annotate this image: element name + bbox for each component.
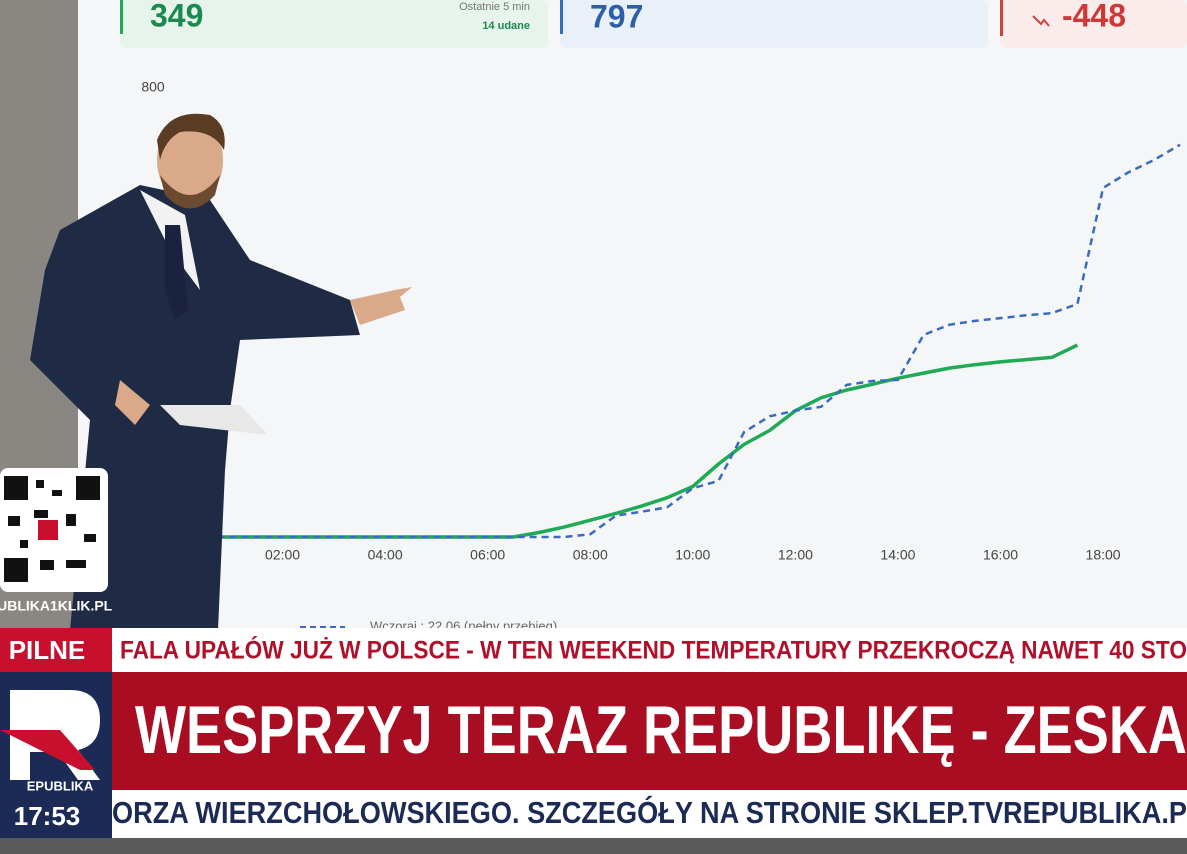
line-chart: 800 02:00 04:00 06:00 08:00 10:00 12:00 14:00 16… <box>141 79 1181 563</box>
flag-label: PILNE <box>9 635 86 665</box>
ticker-bar <box>112 628 1187 672</box>
x-tick-label: 10:00 <box>675 547 710 563</box>
headline-bar <box>112 672 1187 790</box>
y-tick-label: 800 <box>141 79 165 95</box>
stat-card <box>1000 0 1187 48</box>
card-accent <box>560 0 563 34</box>
qr-pattern <box>4 476 100 582</box>
x-tick-label: 04:00 <box>368 547 403 563</box>
card-value: 349 <box>150 0 203 33</box>
qr-caption: PUBLIKA1KLIK.PL <box>0 598 113 614</box>
presenter <box>30 113 412 630</box>
x-tick-label: 16:00 <box>983 547 1018 563</box>
crawl-text: ORZA WIERZCHOŁOWSKIEGO. SZCZEGÓŁY NA STR… <box>112 794 1187 830</box>
x-tick-label: 12:00 <box>778 547 813 563</box>
channel-name: EPUBLIKA <box>27 778 94 793</box>
series-line <box>205 143 1181 539</box>
x-tick-label: 02:00 <box>265 547 300 563</box>
x-tick-label: 18:00 <box>1086 547 1121 563</box>
x-tick-label: 08:00 <box>573 547 608 563</box>
x-tick-label: 06:00 <box>470 547 505 563</box>
card-sub: 14 udane <box>482 20 530 32</box>
card-value: 797 <box>590 0 643 34</box>
ticker-text: FALA UPAŁÓW JUŻ W POLSCE - W TEN WEEKEND… <box>120 635 1187 665</box>
frame-bottom <box>0 838 1187 854</box>
stat-card <box>560 0 988 48</box>
crawl-bar <box>112 790 1187 838</box>
x-tick-label: 14:00 <box>880 547 915 563</box>
headline: WESPRZYJ TERAZ REPUBLIKĘ - ZESKA <box>135 692 1187 768</box>
card-value: -448 <box>1062 0 1126 33</box>
card-accent <box>1000 0 1003 36</box>
card-accent <box>120 0 123 34</box>
clock: 17:53 <box>14 801 81 831</box>
trend-icon <box>1032 15 1050 27</box>
qr-logo <box>38 520 58 540</box>
logo-stripe <box>0 730 95 770</box>
flag-box <box>0 628 112 672</box>
stat-card <box>120 0 548 48</box>
card-note: Ostatnie 5 min <box>459 1 530 13</box>
